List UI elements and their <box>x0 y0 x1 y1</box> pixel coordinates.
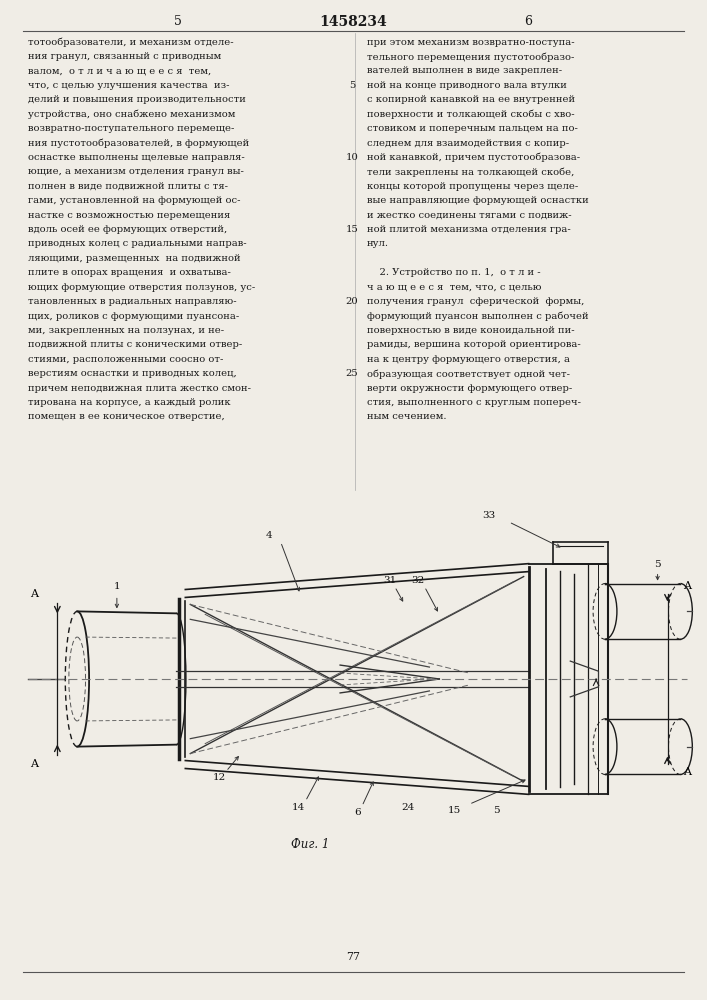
Text: поверхностью в виде коноидальной пи-: поверхностью в виде коноидальной пи- <box>367 326 575 335</box>
Text: 1458234: 1458234 <box>319 15 387 29</box>
Text: концы которой пропущены через щеле-: концы которой пропущены через щеле- <box>367 182 578 191</box>
Text: устройства, оно снабжено механизмом: устройства, оно снабжено механизмом <box>28 110 235 119</box>
Text: 5: 5 <box>493 806 500 815</box>
Text: формующий пуансон выполнен с рабочей: формующий пуансон выполнен с рабочей <box>367 312 588 321</box>
Text: 1: 1 <box>114 582 120 591</box>
Text: делий и повышения производительности: делий и повышения производительности <box>28 95 245 104</box>
Text: 6: 6 <box>355 808 361 817</box>
Text: возвратно-поступательного перемеще-: возвратно-поступательного перемеще- <box>28 124 234 133</box>
Text: 15: 15 <box>448 806 461 815</box>
Text: A: A <box>30 759 38 769</box>
Text: поверхности и толкающей скобы с хво-: поверхности и толкающей скобы с хво- <box>367 110 575 119</box>
Text: валом,  о т л и ч а ю щ е е с я  тем,: валом, о т л и ч а ю щ е е с я тем, <box>28 66 211 75</box>
Text: ми, закрепленных на ползунах, и не-: ми, закрепленных на ползунах, и не- <box>28 326 223 335</box>
Text: 5: 5 <box>175 15 182 28</box>
Text: тельного перемещения пустотообразо-: тельного перемещения пустотообразо- <box>367 52 574 62</box>
Text: ющие, а механизм отделения гранул вы-: ющие, а механизм отделения гранул вы- <box>28 167 243 176</box>
Text: ной канавкой, причем пустотообразова-: ной канавкой, причем пустотообразова- <box>367 153 580 162</box>
Text: и жестко соединены тягами с подвиж-: и жестко соединены тягами с подвиж- <box>367 211 571 220</box>
Text: настке с возможностью перемещения: настке с возможностью перемещения <box>28 211 230 220</box>
Text: A: A <box>30 589 38 599</box>
Text: оснастке выполнены щелевые направля-: оснастке выполнены щелевые направля- <box>28 153 245 162</box>
Text: ной плитой механизма отделения гра-: ной плитой механизма отделения гра- <box>367 225 571 234</box>
Text: 5: 5 <box>654 560 661 569</box>
Text: что, с целью улучшения качества  из-: что, с целью улучшения качества из- <box>28 81 229 90</box>
Text: 24: 24 <box>401 803 414 812</box>
Text: стиями, расположенными соосно от-: стиями, расположенными соосно от- <box>28 355 223 364</box>
Text: верти окружности формующего отвер-: верти окружности формующего отвер- <box>367 384 572 393</box>
Text: 14: 14 <box>292 803 305 812</box>
Text: на к центру формующего отверстия, а: на к центру формующего отверстия, а <box>367 355 570 364</box>
Text: подвижной плиты с коническими отвер-: подвижной плиты с коническими отвер- <box>28 340 242 349</box>
Text: нул.: нул. <box>367 239 389 248</box>
Text: 12: 12 <box>212 773 226 782</box>
Text: приводных колец с радиальными направ-: приводных колец с радиальными направ- <box>28 239 246 248</box>
Text: 25: 25 <box>346 369 358 378</box>
Text: 2. Устройство по п. 1,  о т л и -: 2. Устройство по п. 1, о т л и - <box>367 268 541 277</box>
Text: рамиды, вершина которой ориентирова-: рамиды, вершина которой ориентирова- <box>367 340 580 349</box>
Text: 32: 32 <box>411 576 424 585</box>
Text: Фиг. 1: Фиг. 1 <box>291 838 329 851</box>
Text: A: A <box>684 767 691 777</box>
Text: тановленных в радиальных направляю-: тановленных в радиальных направляю- <box>28 297 236 306</box>
Text: вателей выполнен в виде закреплен-: вателей выполнен в виде закреплен- <box>367 66 562 75</box>
Text: 33: 33 <box>482 511 496 520</box>
Text: 31: 31 <box>383 576 397 585</box>
Text: верстиям оснастки и приводных колец,: верстиям оснастки и приводных колец, <box>28 369 236 378</box>
Text: 5: 5 <box>349 81 355 90</box>
Text: ным сечением.: ным сечением. <box>367 412 446 421</box>
Text: 20: 20 <box>346 297 358 306</box>
Text: вдоль осей ее формующих отверстий,: вдоль осей ее формующих отверстий, <box>28 225 227 234</box>
Text: помещен в ее коническое отверстие,: помещен в ее коническое отверстие, <box>28 412 224 421</box>
Text: A: A <box>684 581 691 591</box>
Text: тотообразователи, и механизм отделе-: тотообразователи, и механизм отделе- <box>28 38 233 47</box>
Text: ния гранул, связанный с приводным: ния гранул, связанный с приводным <box>28 52 221 61</box>
Text: следнем для взаимодействия с копир-: следнем для взаимодействия с копир- <box>367 139 569 148</box>
Text: гами, установленной на формующей ос-: гами, установленной на формующей ос- <box>28 196 240 205</box>
Text: стия, выполненного с круглым попереч-: стия, выполненного с круглым попереч- <box>367 398 581 407</box>
Text: ния пустотообразователей, в формующей: ния пустотообразователей, в формующей <box>28 139 249 148</box>
Text: ной на конце приводного вала втулки: ной на конце приводного вала втулки <box>367 81 567 90</box>
Text: ющих формующие отверстия ползунов, ус-: ющих формующие отверстия ползунов, ус- <box>28 283 255 292</box>
Text: 15: 15 <box>346 225 358 234</box>
Text: причем неподвижная плита жестко смон-: причем неподвижная плита жестко смон- <box>28 384 250 393</box>
Text: образующая соответствует одной чет-: образующая соответствует одной чет- <box>367 369 570 379</box>
Text: щих, роликов с формующими пуансона-: щих, роликов с формующими пуансона- <box>28 312 239 321</box>
Text: полнен в виде подвижной плиты с тя-: полнен в виде подвижной плиты с тя- <box>28 182 228 191</box>
Text: плите в опорах вращения  и охватыва-: плите в опорах вращения и охватыва- <box>28 268 230 277</box>
Text: при этом механизм возвратно-поступа-: при этом механизм возвратно-поступа- <box>367 38 575 47</box>
Text: стовиком и поперечным пальцем на по-: стовиком и поперечным пальцем на по- <box>367 124 578 133</box>
Text: вые направляющие формующей оснастки: вые направляющие формующей оснастки <box>367 196 589 205</box>
Text: 6: 6 <box>525 15 532 28</box>
Text: 77: 77 <box>346 952 360 962</box>
Text: ляющими, размещенных  на подвижной: ляющими, размещенных на подвижной <box>28 254 240 263</box>
Text: получения гранул  сферической  формы,: получения гранул сферической формы, <box>367 297 584 306</box>
Text: 10: 10 <box>346 153 358 162</box>
Text: 4: 4 <box>265 531 272 540</box>
Text: ч а ю щ е е с я  тем, что, с целью: ч а ю щ е е с я тем, что, с целью <box>367 283 542 292</box>
Text: тирована на корпусе, а каждый ролик: тирована на корпусе, а каждый ролик <box>28 398 230 407</box>
Text: с копирной канавкой на ее внутренней: с копирной канавкой на ее внутренней <box>367 95 575 104</box>
Text: тели закреплены на толкающей скобе,: тели закреплены на толкающей скобе, <box>367 167 574 177</box>
